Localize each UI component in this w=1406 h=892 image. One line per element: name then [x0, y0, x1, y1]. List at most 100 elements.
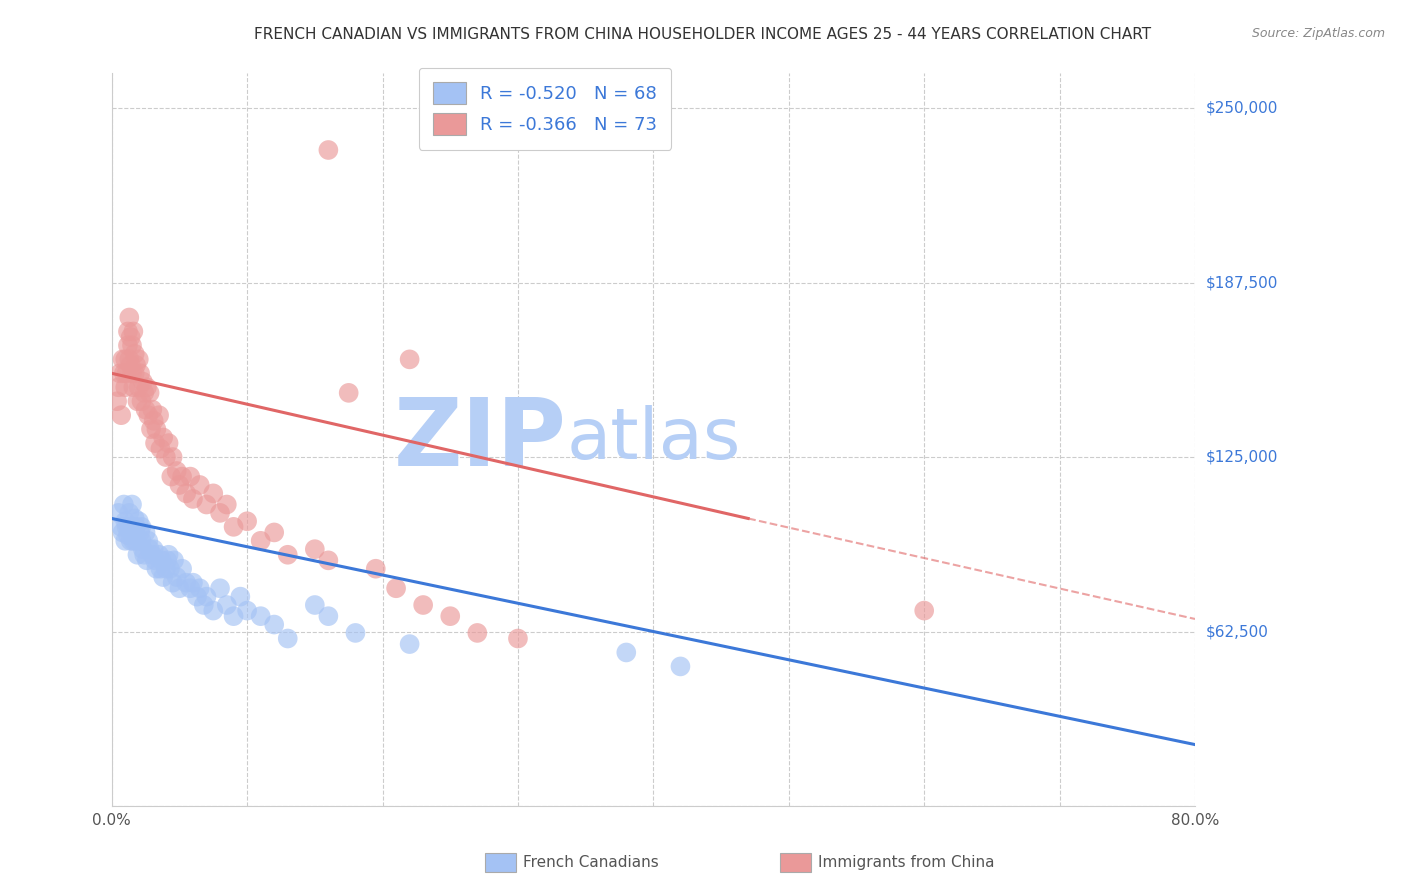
Point — [202, 486, 225, 500]
Point — [163, 553, 186, 567]
Point — [118, 506, 141, 520]
Text: French Canadians: French Canadians — [523, 855, 659, 870]
Point — [108, 367, 131, 381]
Point — [115, 520, 138, 534]
Point — [120, 330, 142, 344]
Point — [465, 626, 488, 640]
Point — [152, 570, 174, 584]
Point — [110, 520, 132, 534]
Point — [398, 637, 420, 651]
Point — [181, 575, 204, 590]
Point — [121, 367, 143, 381]
Point — [132, 542, 155, 557]
Point — [249, 533, 271, 548]
Point — [181, 491, 204, 506]
Point — [188, 478, 211, 492]
Point — [157, 548, 180, 562]
Legend: R = -0.520   N = 68, R = -0.366   N = 73: R = -0.520 N = 68, R = -0.366 N = 73 — [419, 68, 672, 150]
Point — [156, 553, 179, 567]
Point — [118, 352, 141, 367]
Point — [142, 542, 165, 557]
Point — [150, 553, 173, 567]
Point — [136, 408, 159, 422]
Point — [263, 525, 285, 540]
Point — [174, 575, 197, 590]
Point — [236, 604, 259, 618]
Text: Source: ZipAtlas.com: Source: ZipAtlas.com — [1251, 27, 1385, 40]
Point — [215, 598, 238, 612]
Point — [121, 498, 143, 512]
Point — [114, 380, 136, 394]
Point — [174, 486, 197, 500]
Point — [125, 520, 148, 534]
Point — [412, 598, 434, 612]
Point — [129, 367, 152, 381]
Point — [166, 570, 188, 584]
Point — [125, 533, 148, 548]
Point — [143, 553, 166, 567]
Point — [122, 533, 145, 548]
Point — [263, 617, 285, 632]
Text: atlas: atlas — [567, 405, 741, 475]
Point — [138, 385, 160, 400]
Point — [111, 352, 134, 367]
Point — [135, 525, 157, 540]
Point — [277, 632, 299, 646]
Point — [337, 385, 360, 400]
Point — [222, 609, 245, 624]
Point — [117, 338, 139, 352]
Point — [114, 514, 136, 528]
Point — [669, 659, 692, 673]
Point — [121, 338, 143, 352]
Point — [136, 533, 159, 548]
Point — [236, 514, 259, 528]
Point — [134, 548, 156, 562]
Point — [141, 402, 163, 417]
Point — [506, 632, 529, 646]
Text: ZIP: ZIP — [394, 393, 567, 485]
Point — [115, 367, 138, 381]
Point — [179, 581, 201, 595]
Point — [614, 645, 637, 659]
Point — [110, 408, 132, 422]
Point — [149, 562, 172, 576]
Point — [318, 609, 340, 624]
Point — [162, 450, 184, 464]
Point — [128, 380, 150, 394]
Text: FRENCH CANADIAN VS IMMIGRANTS FROM CHINA HOUSEHOLDER INCOME AGES 25 - 44 YEARS C: FRENCH CANADIAN VS IMMIGRANTS FROM CHINA… — [254, 27, 1152, 42]
Point — [124, 511, 146, 525]
Point — [120, 358, 142, 372]
Point — [157, 436, 180, 450]
Point — [172, 469, 194, 483]
Point — [344, 626, 367, 640]
Point — [439, 609, 461, 624]
Point — [135, 380, 157, 394]
Point — [132, 375, 155, 389]
Point — [277, 548, 299, 562]
Point — [172, 562, 194, 576]
Point — [159, 562, 181, 576]
Point — [162, 575, 184, 590]
Point — [127, 394, 149, 409]
Point — [215, 498, 238, 512]
Point — [195, 590, 218, 604]
Point — [118, 520, 141, 534]
Point — [155, 450, 177, 464]
Point — [145, 422, 167, 436]
Point — [155, 562, 177, 576]
Point — [124, 347, 146, 361]
Point — [135, 553, 157, 567]
Point — [193, 598, 215, 612]
Point — [112, 498, 135, 512]
Point — [169, 478, 191, 492]
Point — [125, 358, 148, 372]
Point — [145, 562, 167, 576]
Point — [385, 581, 408, 595]
Text: $62,500: $62,500 — [1206, 624, 1270, 639]
Point — [131, 520, 153, 534]
Point — [179, 469, 201, 483]
Point — [122, 380, 145, 394]
Point — [202, 604, 225, 618]
Point — [398, 352, 420, 367]
Text: $125,000: $125,000 — [1206, 450, 1278, 465]
